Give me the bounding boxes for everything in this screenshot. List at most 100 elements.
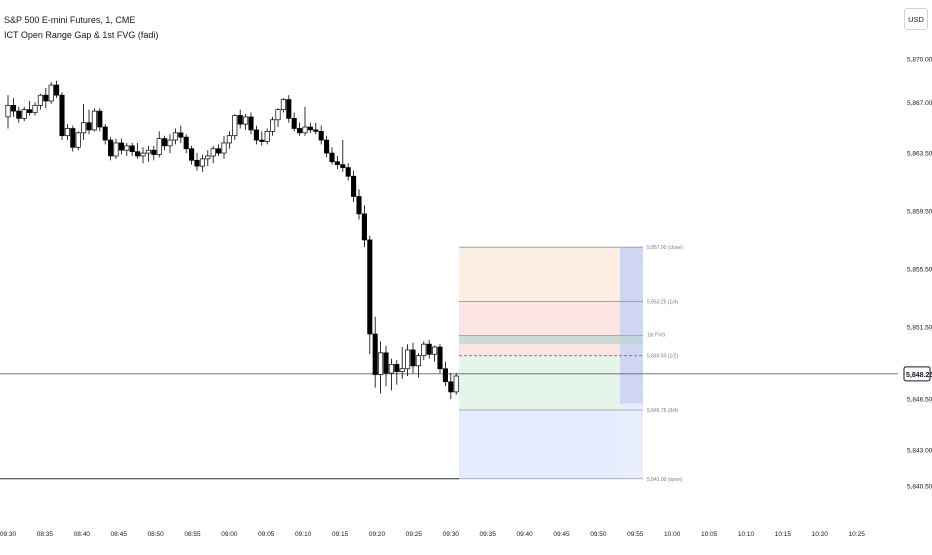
indicator-title[interactable]: ICT Open Range Gap & 1st FVG (fadi) [4, 30, 159, 40]
candle[interactable] [399, 347, 405, 379]
candle[interactable] [378, 341, 384, 394]
candle[interactable] [32, 102, 38, 116]
candle[interactable] [97, 108, 103, 132]
candle[interactable] [226, 131, 232, 149]
candle[interactable] [216, 144, 222, 156]
candle[interactable] [259, 131, 265, 146]
candle[interactable] [437, 344, 443, 374]
candle[interactable] [129, 142, 135, 156]
candle[interactable] [432, 345, 438, 362]
candle-body [194, 159, 200, 167]
candle[interactable] [394, 360, 400, 385]
candle[interactable] [210, 145, 216, 164]
candle[interactable] [351, 170, 357, 203]
candle[interactable] [199, 154, 205, 172]
candle-body [313, 129, 319, 132]
candle[interactable] [21, 106, 27, 122]
candle[interactable] [124, 142, 130, 156]
candle[interactable] [118, 138, 124, 155]
candle[interactable] [27, 100, 33, 116]
candle[interactable] [345, 163, 351, 181]
candle[interactable] [221, 135, 227, 159]
candle[interactable] [334, 155, 340, 170]
candle[interactable] [140, 147, 146, 164]
candle[interactable] [297, 122, 303, 136]
level-label: 5,845.75 (3/4) [647, 408, 678, 414]
candle[interactable] [54, 80, 60, 99]
candle[interactable] [113, 138, 119, 159]
candle[interactable] [302, 106, 308, 136]
candle[interactable] [183, 134, 189, 154]
candle[interactable] [280, 98, 286, 113]
candle[interactable] [178, 125, 184, 143]
candle[interactable] [151, 145, 157, 161]
currency-button[interactable]: USD [904, 8, 928, 30]
candle[interactable] [156, 131, 162, 158]
candle[interactable] [70, 125, 76, 152]
candle[interactable] [307, 122, 313, 133]
candle[interactable] [243, 114, 249, 130]
candle[interactable] [81, 103, 87, 141]
candle[interactable] [172, 128, 178, 145]
candle[interactable] [232, 114, 238, 141]
symbol-title[interactable]: S&P 500 E-mini Futures, 1, CME [4, 15, 136, 25]
candle[interactable] [102, 124, 108, 145]
time-tick-label: 08:35 [37, 531, 54, 538]
candle[interactable] [189, 145, 195, 165]
candle[interactable] [253, 125, 259, 145]
candle[interactable] [43, 87, 49, 109]
candle[interactable] [415, 352, 421, 378]
candle-body [189, 148, 195, 161]
candle[interactable] [410, 342, 416, 374]
candle-body [383, 352, 389, 374]
candle[interactable] [86, 109, 92, 135]
candle[interactable] [135, 142, 141, 159]
candle[interactable] [324, 135, 330, 158]
candle[interactable] [453, 373, 459, 395]
candle[interactable] [194, 153, 200, 171]
candle[interactable] [367, 235, 373, 355]
candle[interactable] [145, 145, 151, 162]
candle[interactable] [237, 109, 243, 129]
candle[interactable] [329, 147, 335, 165]
candle[interactable] [286, 95, 292, 123]
candle[interactable] [5, 95, 11, 129]
candle[interactable] [75, 131, 81, 151]
candle[interactable] [383, 345, 389, 387]
candle[interactable] [313, 122, 319, 135]
candle[interactable] [59, 92, 65, 141]
candle[interactable] [275, 108, 281, 128]
candle[interactable] [421, 341, 427, 361]
candle[interactable] [318, 125, 324, 145]
candle-body [259, 139, 265, 142]
candle[interactable] [448, 373, 454, 400]
candle[interactable] [167, 134, 173, 154]
candle[interactable] [388, 358, 394, 391]
candle[interactable] [426, 339, 432, 359]
candle[interactable] [356, 189, 362, 220]
candle-body [442, 368, 448, 383]
candle[interactable] [91, 108, 97, 132]
candle[interactable] [108, 137, 114, 161]
candle[interactable] [205, 150, 211, 167]
candle[interactable] [264, 128, 270, 145]
candle-body [145, 149, 151, 154]
candle[interactable] [270, 116, 276, 136]
candle[interactable] [10, 98, 16, 117]
candle[interactable] [16, 106, 22, 123]
candle[interactable] [64, 124, 70, 141]
candle[interactable] [442, 361, 448, 387]
current-price-badge-box [903, 366, 931, 382]
candle[interactable] [248, 112, 254, 135]
candle[interactable] [340, 140, 346, 172]
candle-body [297, 128, 303, 134]
candle[interactable] [405, 344, 411, 376]
candle[interactable] [361, 205, 367, 248]
candle[interactable] [162, 135, 168, 151]
candle[interactable] [48, 82, 54, 104]
candle[interactable] [291, 112, 297, 132]
candle[interactable] [37, 93, 43, 110]
candle[interactable] [372, 316, 378, 388]
